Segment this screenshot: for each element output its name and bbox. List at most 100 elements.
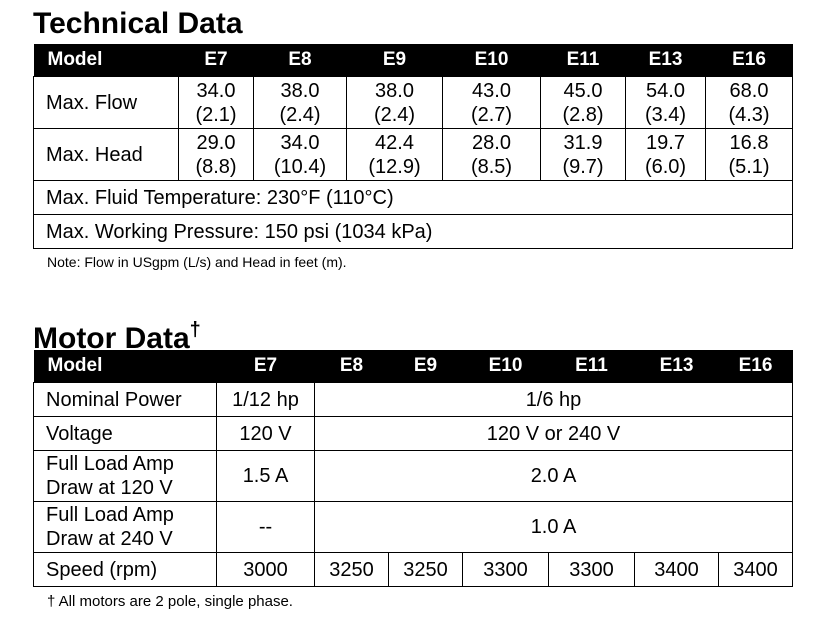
label-line: Draw at 240 V bbox=[46, 528, 173, 550]
column-header: E13 bbox=[634, 350, 719, 383]
cell-line: (8.8) bbox=[195, 155, 237, 178]
cell-line: 16.8 bbox=[729, 131, 769, 154]
label-line: Voltage bbox=[46, 422, 113, 445]
motor-title: Motor Data† bbox=[33, 314, 201, 355]
cell-line: 68.0 bbox=[729, 79, 769, 102]
label-line: Speed (rpm) bbox=[46, 558, 158, 581]
cell-line: (2.4) bbox=[373, 103, 416, 126]
column-header: E16 bbox=[718, 350, 793, 383]
cell-line: 19.7 bbox=[646, 131, 685, 154]
cell-line: (2.1) bbox=[195, 103, 237, 126]
cell-line: (6.0) bbox=[644, 155, 687, 178]
cell: 38.0 (2.4) bbox=[253, 76, 347, 129]
cell-line: (5.1) bbox=[728, 155, 770, 178]
data-row: Full Load Amp Draw at 120 V 1.5 A 2.0 A bbox=[33, 450, 793, 502]
column-header: E7 bbox=[216, 350, 315, 383]
column-header: E10 bbox=[442, 44, 541, 77]
cell-line: (12.9) bbox=[368, 155, 421, 178]
spec-text: Max. Working Pressure: 150 psi (1034 kPa… bbox=[33, 214, 793, 249]
cell-line: (10.4) bbox=[273, 155, 327, 178]
cell-line: 38.0 bbox=[375, 79, 414, 102]
label-line: Draw at 120 V bbox=[46, 477, 173, 499]
cell-line: (8.5) bbox=[470, 155, 513, 178]
cell-line: 28.0 bbox=[472, 131, 511, 154]
cell: 3300 bbox=[462, 552, 549, 587]
cell: 29.0 (8.8) bbox=[178, 128, 254, 181]
row-label: Voltage bbox=[33, 416, 217, 451]
motor-title-text: Motor Data bbox=[33, 322, 190, 355]
cell: 120 V bbox=[216, 416, 315, 451]
cell: 1/6 hp bbox=[314, 382, 793, 417]
row-label: Full Load Amp Draw at 120 V bbox=[33, 450, 217, 502]
cell: 3400 bbox=[634, 552, 719, 587]
row-label: Nominal Power bbox=[33, 382, 217, 417]
cell: 1.0 A bbox=[314, 501, 793, 553]
cell: 34.0 (10.4) bbox=[253, 128, 347, 181]
spec-row: Max. Working Pressure: 150 psi (1034 kPa… bbox=[33, 214, 793, 249]
column-header: Model bbox=[33, 44, 179, 77]
cell: 2.0 A bbox=[314, 450, 793, 502]
cell: -- bbox=[216, 501, 315, 553]
column-header: E7 bbox=[178, 44, 254, 77]
column-header: E16 bbox=[705, 44, 793, 77]
cell-line: 54.0 bbox=[646, 79, 685, 102]
technical-table: Model E7 E8 E9 E10 E11 E13 E16 Max. Flow 34.0 (2.1… bbox=[33, 44, 793, 249]
column-header: Model bbox=[33, 350, 217, 383]
cell-line: 34.0 bbox=[196, 79, 236, 102]
cell: 45.0 (2.8) bbox=[540, 76, 626, 129]
cell: 42.4 (12.9) bbox=[346, 128, 443, 181]
dagger: † bbox=[189, 319, 201, 341]
cell: 3000 bbox=[216, 552, 315, 587]
data-row: Speed (rpm) 3000 3250 3250 3300 3300 3400 3400 bbox=[33, 552, 793, 587]
cell: 54.0 (3.4) bbox=[625, 76, 706, 129]
cell-line: (4.3) bbox=[728, 103, 770, 126]
data-row: Max. Head 29.0 (8.8) 34.0 (10.4) 42.4 (12.9) 28… bbox=[33, 128, 793, 181]
cell-line: (2.7) bbox=[470, 103, 513, 126]
label-line: Full Load Amp bbox=[46, 504, 174, 526]
column-header: E9 bbox=[346, 44, 443, 77]
cell: 34.0 (2.1) bbox=[178, 76, 254, 129]
cell: 28.0 (8.5) bbox=[442, 128, 541, 181]
column-header: E10 bbox=[462, 350, 549, 383]
data-row: Voltage 120 V 120 V or 240 V bbox=[33, 416, 793, 451]
cell: 3400 bbox=[718, 552, 793, 587]
spec-row: Max. Fluid Temperature: 230°F (110°C) bbox=[33, 180, 793, 215]
label-line: Nominal Power bbox=[46, 388, 182, 411]
cell-line: 42.4 bbox=[375, 131, 414, 154]
row-label: Max. Flow bbox=[33, 76, 179, 129]
cell: 3250 bbox=[388, 552, 463, 587]
row-label: Full Load Amp Draw at 240 V bbox=[33, 501, 217, 553]
cell-line: (3.4) bbox=[644, 103, 687, 126]
motor-table: Model E7 E8 E9 E10 E11 E13 E16 Nominal Power 1/12… bbox=[33, 350, 793, 587]
column-header: E11 bbox=[548, 350, 635, 383]
header-row: Model E7 E8 E9 E10 E11 E13 E16 bbox=[33, 350, 793, 383]
technical-title: Technical Data bbox=[33, 7, 243, 40]
cell-line: (9.7) bbox=[562, 155, 604, 178]
cell: 31.9 (9.7) bbox=[540, 128, 626, 181]
cell-line: 45.0 bbox=[563, 79, 603, 102]
spec-text: Max. Fluid Temperature: 230°F (110°C) bbox=[33, 180, 793, 215]
cell: 3250 bbox=[314, 552, 389, 587]
column-header: E11 bbox=[540, 44, 626, 77]
cell-line: (2.4) bbox=[279, 103, 321, 126]
cell: 38.0 (2.4) bbox=[346, 76, 443, 129]
row-label: Max. Head bbox=[33, 128, 179, 181]
cell: 1/12 hp bbox=[216, 382, 315, 417]
cell: 120 V or 240 V bbox=[314, 416, 793, 451]
cell-line: 38.0 bbox=[280, 79, 320, 102]
cell: 1.5 A bbox=[216, 450, 315, 502]
data-row: Max. Flow 34.0 (2.1) 38.0 (2.4) 38.0 (2.4) 43.0… bbox=[33, 76, 793, 129]
row-label: Speed (rpm) bbox=[33, 552, 217, 587]
data-row: Full Load Amp Draw at 240 V -- 1.0 A bbox=[33, 501, 793, 553]
cell: 3300 bbox=[548, 552, 635, 587]
cell-line: 34.0 bbox=[280, 131, 320, 154]
cell: 68.0 (4.3) bbox=[705, 76, 793, 129]
data-row: Nominal Power 1/12 hp 1/6 hp bbox=[33, 382, 793, 417]
column-header: E8 bbox=[253, 44, 347, 77]
note: Note: Flow in USgpm (L/s) and Head in fe… bbox=[47, 254, 347, 270]
column-header: E13 bbox=[625, 44, 706, 77]
header-row: Model E7 E8 E9 E10 E11 E13 E16 bbox=[33, 44, 793, 77]
cell: 43.0 (2.7) bbox=[442, 76, 541, 129]
cell: 16.8 (5.1) bbox=[705, 128, 793, 181]
